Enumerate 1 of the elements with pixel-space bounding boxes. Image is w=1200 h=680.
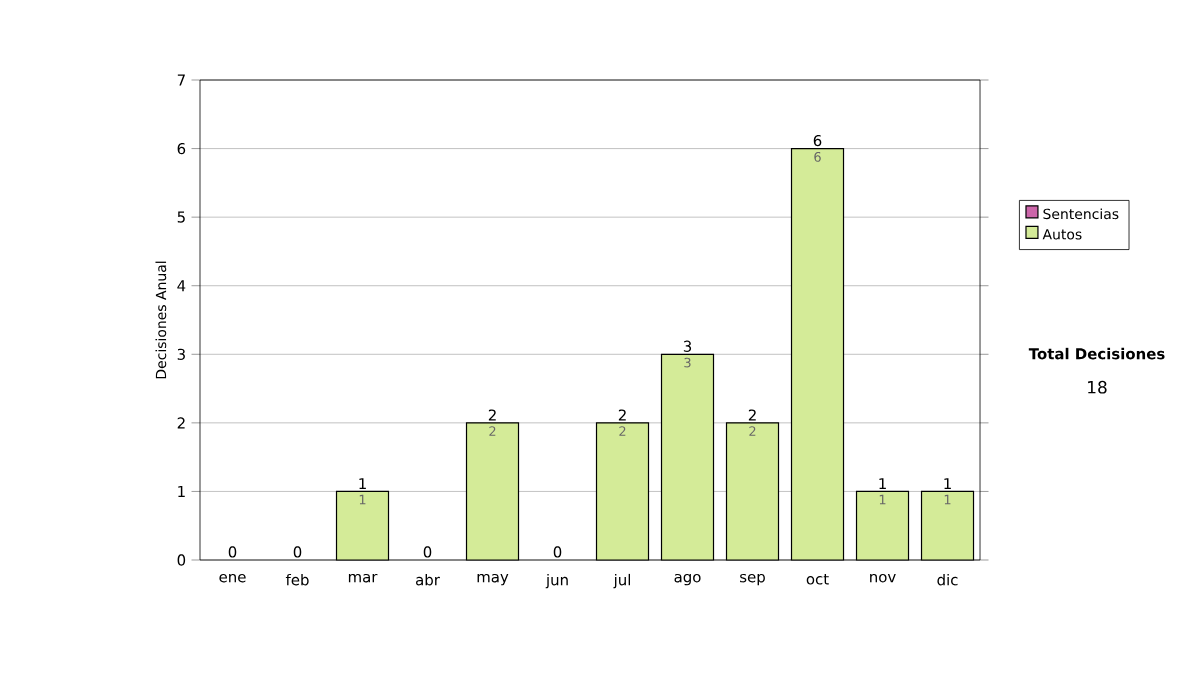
text: 18 xyxy=(1088,380,1107,394)
